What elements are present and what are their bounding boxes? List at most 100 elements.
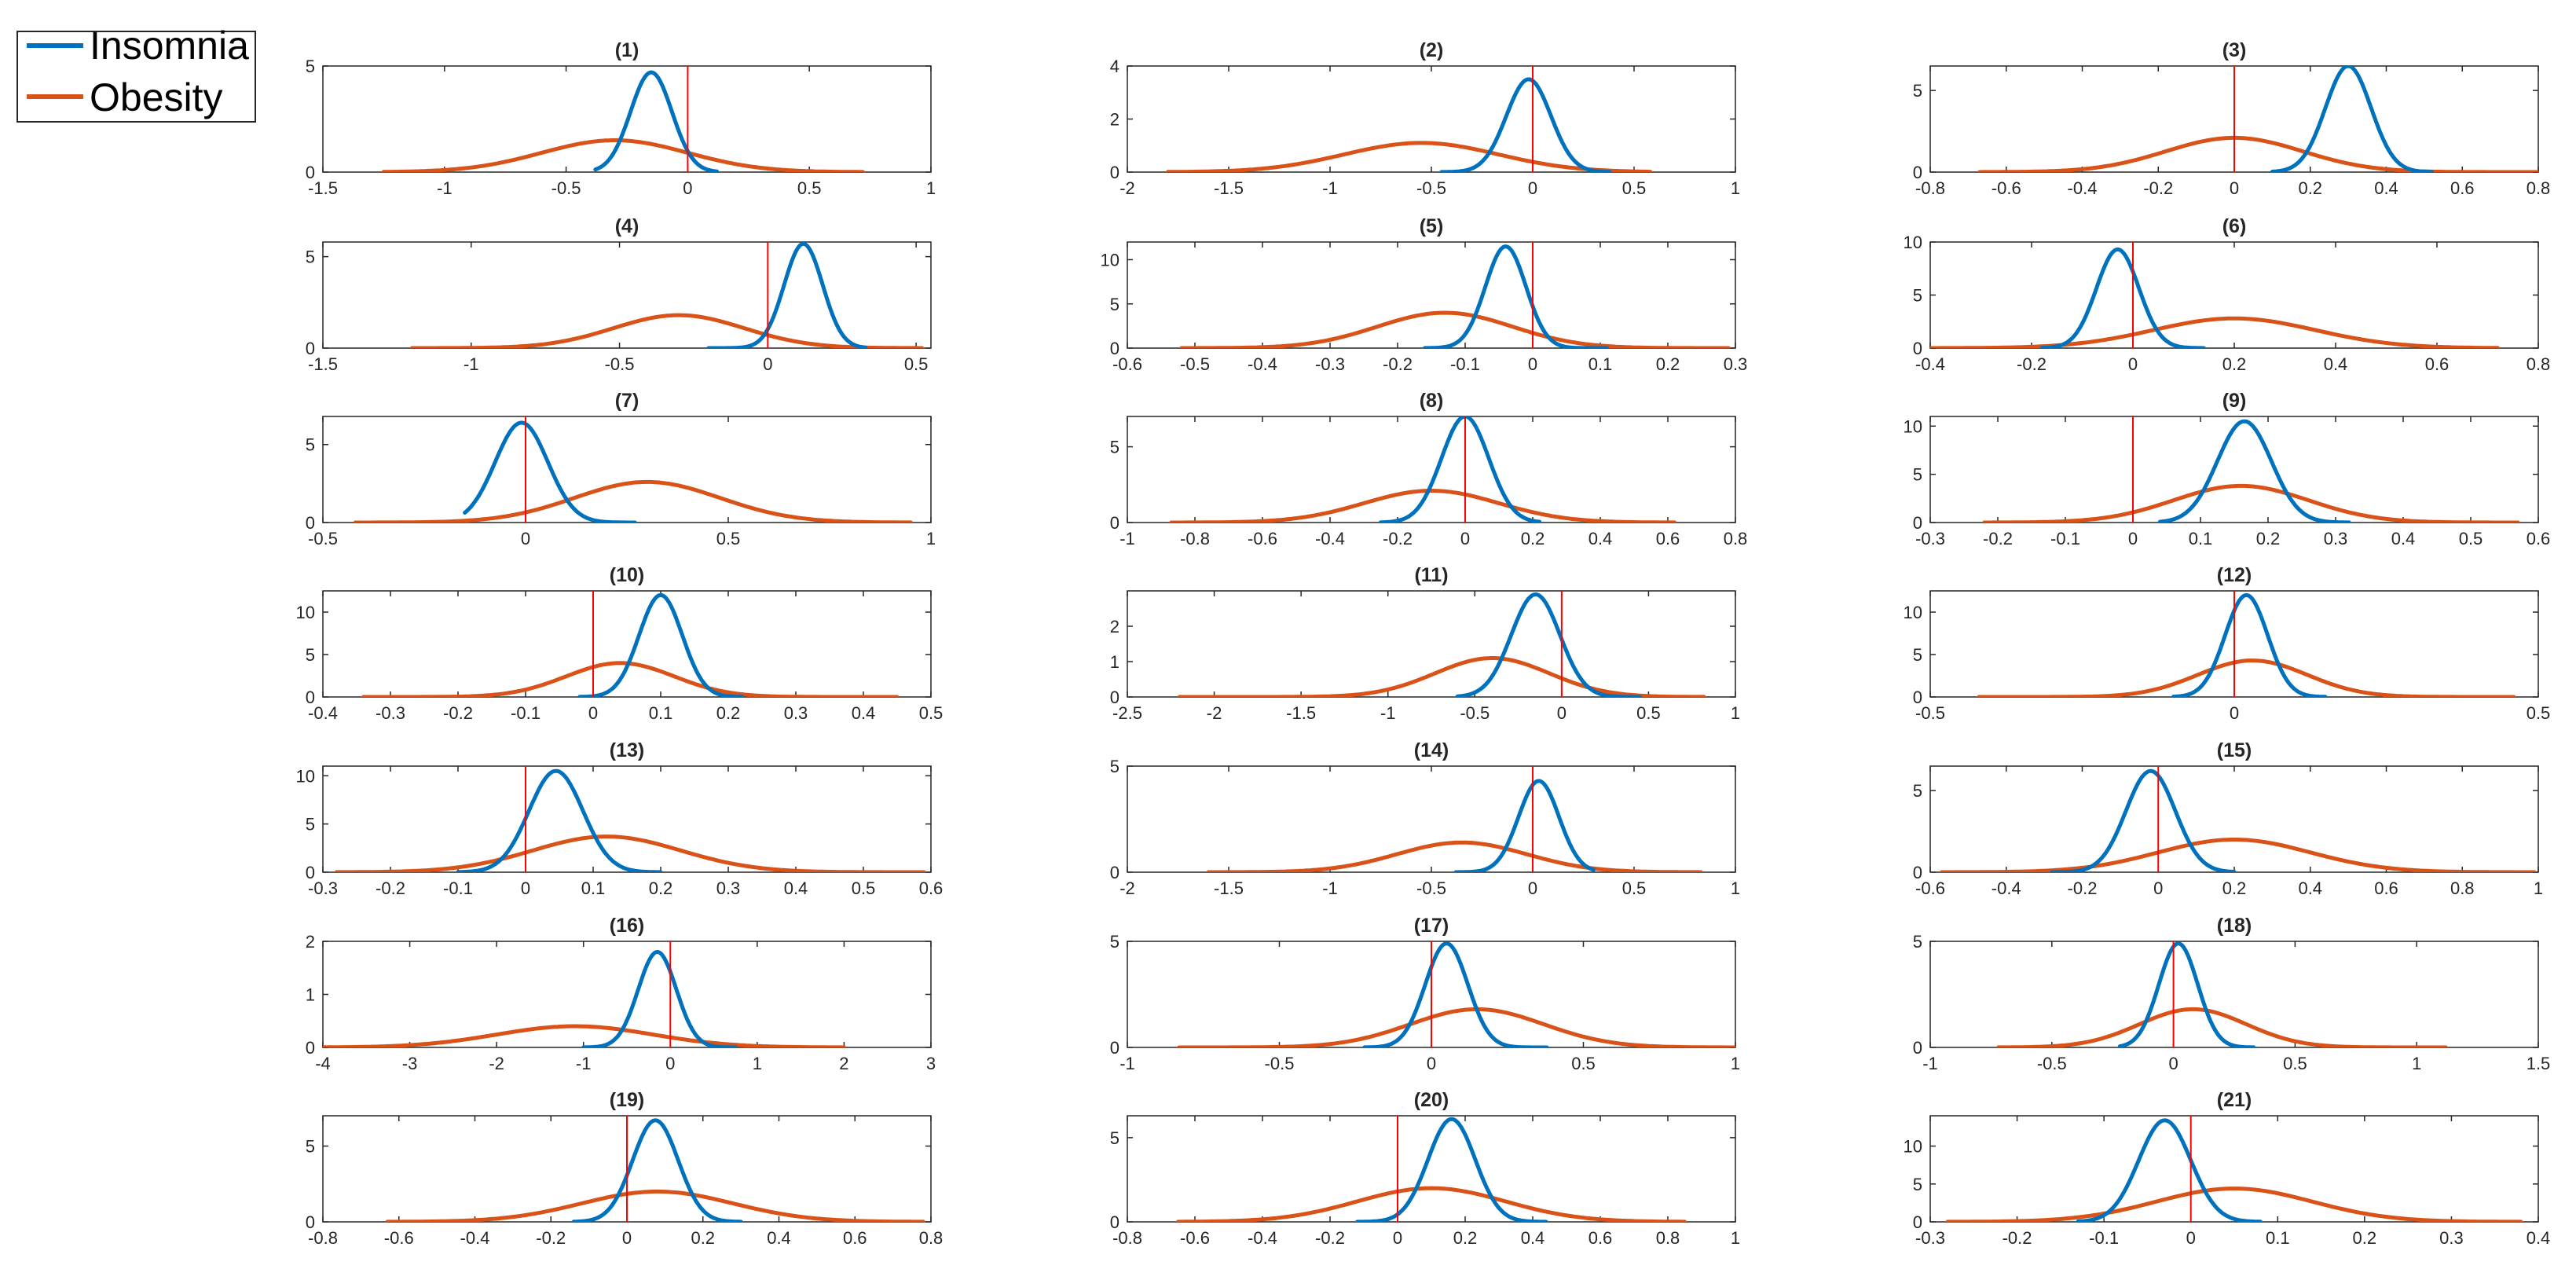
- panel-9-ytick-label: 5: [1913, 465, 1922, 485]
- panel-14-xtick-label: 0.5: [1622, 878, 1647, 898]
- panel-11-xtick-label: -0.5: [1460, 703, 1490, 723]
- panel-12-xtick-label: -0.5: [1915, 703, 1945, 723]
- panel-3-insomnia-curve: [2270, 66, 2435, 172]
- panel-19-ytick-label: 5: [306, 1137, 315, 1157]
- panel-17-xtick-label: 0.5: [1571, 1054, 1596, 1073]
- panel-4-xtick-label: 0.5: [904, 354, 929, 374]
- panel-6-insomnia-curve: [2039, 247, 2206, 348]
- panel-2-xtick-label: 0.5: [1622, 178, 1647, 198]
- panel-10-xtick-label: 0.1: [649, 703, 673, 723]
- panel-20: (20) -0.8 -0.6 -0.4 -0.2 0 0.2 0.4 0.6 0.8 1 0 5: [1110, 1089, 1740, 1248]
- panel-21-insomnia-curve: [2076, 1118, 2263, 1222]
- panel-5-xtick-label: 0.2: [1656, 354, 1680, 374]
- panel-1-insomnia-curve: [593, 70, 720, 172]
- panel-17-xtick-label: 0: [1427, 1054, 1436, 1073]
- panel-15-xtick-label: 1: [2534, 878, 2543, 898]
- panel-1-title: (1): [615, 39, 639, 61]
- panel-5-xtick-label: -0.5: [1180, 354, 1210, 374]
- legend-label-insomnia: Insomnia: [90, 24, 249, 68]
- panel-9-xtick-label: 0.2: [2256, 529, 2281, 548]
- panel-17-xtick-label: 1: [1731, 1054, 1740, 1073]
- panel-21-axes-box: [1929, 1115, 2539, 1223]
- panel-17: (17) -1 -0.5 0 0.5 1 0 5: [1110, 915, 1740, 1073]
- panel-17-obesity-curve: [1177, 1007, 1735, 1047]
- panel-10-ytick-label: 0: [306, 688, 315, 707]
- panel-8-xtick-label: -0.8: [1180, 529, 1210, 548]
- panel-8-xtick-label: -0.6: [1248, 529, 1277, 548]
- panel-1-xtick-label: 0.5: [797, 178, 822, 198]
- panel-20-title: (20): [1414, 1089, 1449, 1111]
- panel-19-xtick-label: 0: [622, 1228, 632, 1248]
- panel-4-xtick-label: -1: [464, 354, 479, 374]
- panel-5-xtick-label: -0.3: [1315, 354, 1345, 374]
- panel-5-xtick-label: -0.6: [1112, 354, 1142, 374]
- panel-7-ytick-label: 0: [306, 513, 315, 533]
- panel-21-ytick-label: 0: [1913, 1212, 1922, 1232]
- panel-10-xtick-label: 0: [588, 703, 598, 723]
- panel-12-xtick-label: 0: [2230, 703, 2239, 723]
- panel-10-ytick-label: 10: [296, 603, 315, 622]
- panel-8-xtick-label: -0.4: [1315, 529, 1345, 548]
- panel-11-xtick-label: 0.5: [1636, 703, 1661, 723]
- panel-11-ytick-label: 0: [1110, 688, 1119, 707]
- panel-13-xtick-label: 0.3: [716, 878, 741, 898]
- panel-2-axes-box: [1127, 65, 1736, 173]
- legend-label-obesity: Obesity: [90, 75, 223, 119]
- panel-16-ytick-label: 0: [306, 1038, 315, 1058]
- panel-14-xtick-label: -1.5: [1214, 878, 1244, 898]
- panel-9-xtick-label: 0.6: [2527, 529, 2551, 548]
- panel-18-obesity-curve: [1996, 1007, 2448, 1047]
- panel-7: (7)-0.5 0 0.5 105: [306, 390, 936, 548]
- panel-14: (14) -2 -1.5 -1 -0.5 0 0.5 1 0 5: [1110, 739, 1740, 898]
- panel-11-xtick-label: -2: [1207, 703, 1222, 723]
- panel-2-xtick-label: 1: [1731, 178, 1740, 198]
- panel-18-ytick-label: 0: [1913, 1038, 1922, 1058]
- panel-20-xtick-label: 0.6: [1588, 1228, 1613, 1248]
- panel-15-ytick-label: 5: [1913, 781, 1922, 801]
- panel-16-xtick-label: 2: [839, 1054, 848, 1073]
- panel-8-xtick-label: 0.2: [1521, 529, 1545, 548]
- panel-13-xtick-label: -0.2: [376, 878, 405, 898]
- panel-16-xtick-label: -1: [576, 1054, 592, 1073]
- panel-20-xtick-label: -0.4: [1248, 1228, 1277, 1248]
- panel-7-axes-box: [322, 416, 932, 523]
- panel-13-xtick-label: -0.1: [443, 878, 473, 898]
- panel-3-ytick-label: 0: [1913, 163, 1922, 182]
- panel-20-xtick-label: 0.4: [1521, 1228, 1545, 1248]
- panel-21-xtick-label: 0: [2186, 1228, 2196, 1248]
- panel-19-xtick-label: 0.4: [767, 1228, 791, 1248]
- panel-2-xtick-label: -1: [1322, 178, 1338, 198]
- panel-2-xtick-label: -1.5: [1214, 178, 1244, 198]
- panel-14-xtick-label: 0: [1528, 878, 1537, 898]
- panel-8-title: (8): [1420, 390, 1444, 412]
- panel-13-title: (13): [610, 739, 644, 761]
- panel-13-insomnia-curve: [456, 768, 663, 872]
- panel-13-xtick-label: 0.6: [919, 878, 944, 898]
- panel-20-obesity-curve: [1176, 1186, 1687, 1222]
- panel-6-obesity-curve: [1930, 316, 2500, 348]
- panel-11-axes-box: [1127, 590, 1736, 698]
- panel-19-xtick-label: -0.6: [384, 1228, 414, 1248]
- panel-15-obesity-curve: [1940, 838, 2537, 872]
- panel-19: (19) -0.8 -0.6 -0.4 -0.2 0 0.2 0.4 0.6 0.8 0 5: [306, 1089, 944, 1248]
- panel-10-axes-box: [322, 590, 932, 698]
- panel-21-xtick-label: 0.1: [2266, 1228, 2290, 1248]
- panel-1-xtick-label: -1.5: [308, 178, 338, 198]
- panel-14-ytick-label: 0: [1110, 863, 1119, 882]
- panel-15-xtick-label: -0.4: [1992, 878, 2021, 898]
- panel-15-xtick-label: 0: [2153, 878, 2163, 898]
- panel-18-ytick-label: 5: [1913, 932, 1922, 952]
- panel-20-xtick-label: -0.8: [1112, 1228, 1142, 1248]
- panel-3-title: (3): [2222, 39, 2247, 61]
- panel-21-title: (21): [2217, 1089, 2252, 1111]
- panel-5-xtick-label: -0.2: [1383, 354, 1413, 374]
- panel-16-xtick-label: 0: [665, 1054, 675, 1073]
- panel-20-xtick-label: 0.8: [1656, 1228, 1680, 1248]
- panel-4-title: (4): [615, 215, 639, 237]
- panel-9: (9) -0.3 -0.2 -0.1 0 0.1 0.2 0.3 0.4 0.5 0.6 0 5 10: [1904, 390, 2551, 548]
- panel-11-insomnia-curve: [1455, 592, 1642, 697]
- panel-3-xtick-label: -0.8: [1915, 178, 1945, 198]
- panel-19-xtick-label: 0.8: [919, 1228, 944, 1248]
- panel-14-ytick-label: 5: [1110, 757, 1119, 776]
